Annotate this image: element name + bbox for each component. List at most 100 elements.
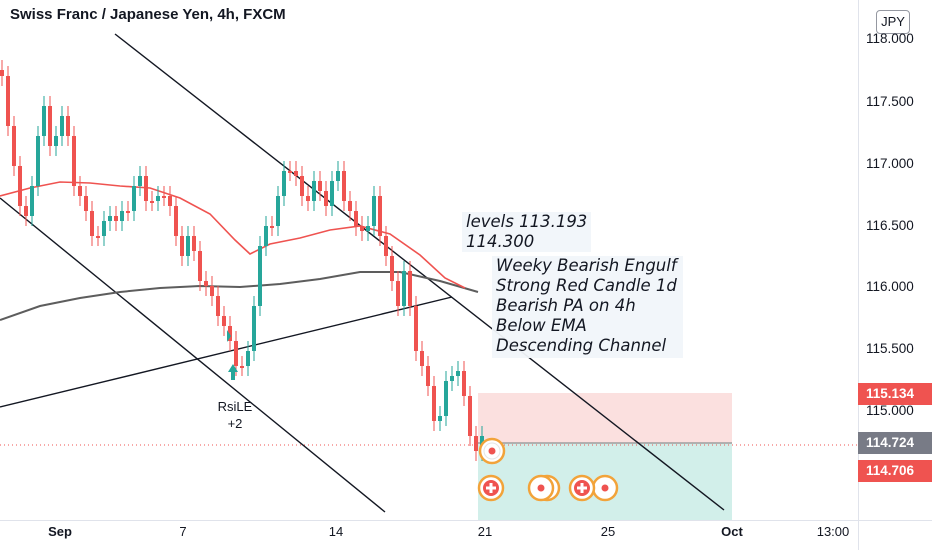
candle-down — [144, 176, 148, 201]
candle-down — [324, 191, 328, 206]
candle-up — [60, 116, 64, 136]
candle-up — [42, 106, 46, 136]
candle-down — [90, 211, 94, 236]
rsi-signal-name: RsiLE — [217, 399, 253, 414]
candle-up — [402, 271, 406, 306]
candle-down — [204, 281, 208, 286]
candle-down — [390, 256, 394, 281]
candle-up — [54, 136, 58, 146]
chart-canvas[interactable]: Swiss Franc / Japanese Yen, 4h, FXCM lev… — [0, 0, 858, 520]
price-label-115-5: 115.500 — [866, 341, 914, 356]
candle-down — [18, 166, 22, 206]
candle-up — [450, 376, 454, 381]
candle-down — [318, 181, 322, 191]
currency-button[interactable]: JPY — [876, 10, 910, 34]
candle-down — [216, 296, 220, 316]
candle-down — [300, 176, 304, 196]
stop-loss-zone — [478, 393, 732, 443]
candle-down — [210, 286, 214, 296]
candle-up — [258, 246, 262, 306]
time-label-25: 25 — [600, 524, 616, 539]
candle-up — [330, 181, 334, 206]
support-trendline — [0, 296, 453, 408]
trade-marker-add-2 — [568, 474, 619, 502]
candle-up — [444, 381, 448, 416]
reason-1: Weeky Bearish Engulf — [496, 256, 677, 275]
trade-marker-entry — [478, 437, 506, 465]
candle-up — [456, 371, 460, 376]
candle-up — [276, 196, 280, 226]
signal-marker-small — [227, 330, 231, 342]
axis-corner — [858, 520, 932, 550]
candle-down — [180, 236, 184, 256]
candle-down — [270, 226, 274, 228]
rsi-signal-label: RsiLE +2 — [215, 398, 255, 432]
candle-down — [462, 371, 466, 396]
trade-marker-exit-1 — [527, 474, 561, 502]
price-label-118: 118.000 — [866, 31, 914, 46]
candle-up — [120, 211, 124, 221]
channel-upper-line — [114, 33, 725, 511]
time-axis[interactable] — [0, 520, 858, 550]
candle-up — [252, 306, 256, 351]
candle-down — [294, 171, 298, 176]
candle-down — [240, 366, 244, 368]
reasons-note: Weeky Bearish Engulf Strong Red Candle 1… — [492, 256, 683, 358]
price-label-117-5: 117.500 — [866, 94, 914, 109]
candle-down — [228, 326, 232, 341]
candle-up — [366, 226, 370, 231]
candle-down — [306, 196, 310, 201]
candle-up — [336, 171, 340, 181]
price-label-115: 115.000 — [866, 403, 914, 418]
candle-down — [384, 236, 388, 256]
chart-title: Swiss Franc / Japanese Yen, 4h, FXCM — [10, 6, 286, 23]
candle-down — [48, 106, 52, 146]
current-price-tag: 114.706 — [858, 460, 932, 482]
candle-up — [186, 236, 190, 256]
stop-loss-price-tag: 115.134 — [858, 383, 932, 405]
levels-line-2: 114.300 — [466, 232, 535, 251]
candle-down — [234, 341, 238, 366]
entry-price-tag: 114.724 — [858, 432, 932, 454]
candle-up — [312, 181, 316, 201]
candle-up — [108, 216, 112, 221]
levels-note: levels 113.193 114.300 — [462, 212, 592, 252]
time-label-21: 21 — [477, 524, 493, 539]
candle-down — [192, 236, 196, 251]
candle-down — [174, 206, 178, 236]
channel-lower-line — [0, 197, 386, 513]
candle-down — [360, 226, 364, 231]
candle-up — [282, 171, 286, 196]
candle-up — [36, 136, 40, 186]
levels-line-1: levels 113.193 — [466, 212, 588, 231]
candle-down — [72, 136, 76, 186]
reason-4: Below EMA — [496, 316, 587, 335]
ema-fast-line — [0, 181, 466, 289]
candlestick-chart[interactable] — [0, 0, 858, 520]
candle-down — [198, 251, 202, 281]
candle-down — [468, 396, 472, 436]
candle-up — [102, 221, 106, 236]
reason-5: Descending Channel — [496, 336, 667, 355]
time-label-7: 7 — [179, 524, 187, 539]
trade-marker-add-1 — [477, 474, 505, 502]
candle-up — [438, 416, 442, 421]
candle-down — [168, 196, 172, 206]
candle-down — [96, 236, 100, 238]
reason-3: Bearish PA on 4h — [496, 296, 636, 315]
candle-down — [66, 116, 70, 136]
reason-2: Strong Red Candle 1d — [496, 276, 677, 295]
candle-up — [156, 196, 160, 201]
price-label-117: 117.000 — [866, 156, 914, 171]
candle-down — [12, 126, 16, 166]
signal-arrow-up — [228, 364, 238, 380]
candle-down — [420, 351, 424, 366]
candle-down — [348, 201, 352, 211]
candle-down — [426, 366, 430, 386]
candle-down — [114, 216, 118, 221]
time-label-14: 14 — [328, 524, 344, 539]
time-label-sep: Sep — [48, 524, 72, 539]
candle-up — [138, 176, 142, 186]
candle-down — [222, 316, 226, 326]
candle-down — [342, 171, 346, 201]
